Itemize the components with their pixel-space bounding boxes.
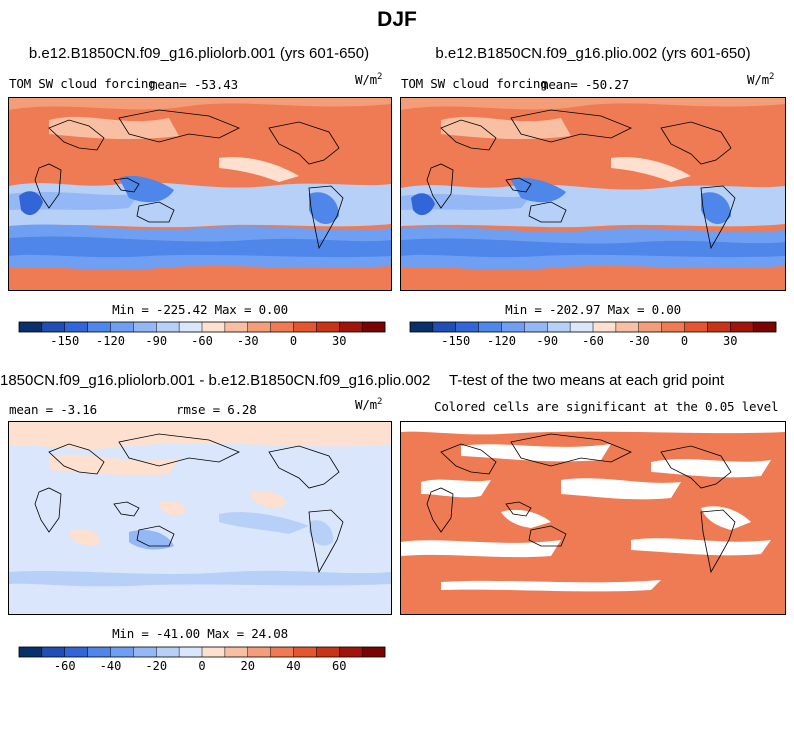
panel-1-minmax: Min = -225.42 Max = 0.00 [112,302,288,317]
panel-1-units: W/m2 [355,72,383,88]
colorbar-swatch [224,322,249,332]
panel-1-variable-label: TOM SW cloud forcing [9,76,156,91]
colorbar-swatch [316,322,340,332]
colorbar-swatch [156,322,180,332]
panel-4-title: T-test of the two means at each grid poi… [449,372,725,389]
colorbar-panel-2: -150 -120 -90 -60 -30 0 30 [409,321,777,348]
colorbar-swatch [684,322,708,332]
colorbar-swatch [293,322,317,332]
page-title: DJF [377,8,417,31]
colorbar-swatch [339,647,363,657]
colorbar-tick-label: 40 [286,659,300,673]
colorbar-swatch [64,647,88,657]
colorbar-swatch [247,322,271,332]
colorbar-tick-label: -150 [50,334,79,348]
colorbar-tick-label: -20 [145,659,167,673]
colorbar-swatch [87,647,111,657]
colorbar-swatch [41,647,66,657]
colorbar-swatch [156,647,180,657]
map-panel-3 [8,421,392,615]
panel-2-variable-label: TOM SW cloud forcing [401,76,548,91]
panel-3-title: 1850CN.f09_g16.pliolorb.001 - b.e12.B185… [0,372,431,389]
colorbar-swatch [133,322,157,332]
colorbar-swatch [524,322,548,332]
panel-3-minmax: Min = -41.00 Max = 24.08 [112,626,288,641]
panel-4-subtitle: Colored cells are significant at the 0.0… [434,399,779,414]
colorbar-tick-label: -30 [237,334,259,348]
panel-3-rmse: rmse = 6.28 [176,402,257,417]
colorbar-swatch [41,322,66,332]
map-panel-4 [400,421,786,615]
colorbar-swatch [270,322,294,332]
colorbar-swatch [362,322,386,332]
colorbar-swatch [179,322,203,332]
difference-map [9,422,391,614]
colorbar-panel-1: -150 -120 -90 -60 -30 0 30 [18,321,386,348]
panel-1-mean: mean= -53.43 [150,77,238,92]
colorbar-tick-label: 30 [723,334,737,348]
colorbar-swatch [730,322,754,332]
colorbar-swatch [179,647,203,657]
panel-3-mean: mean = -3.16 [9,402,97,417]
colorbar-swatch [202,322,226,332]
colorbar-swatch [547,322,571,332]
colorbar-swatch [501,322,525,332]
panel-2-title: b.e12.B1850CN.f09_g16.plio.002 (yrs 601-… [435,45,751,62]
colorbar-tick-label: -60 [582,334,604,348]
swcf-map-pliolorb [9,98,391,290]
panel-2-units: W/m2 [747,72,775,88]
colorbar-tick-label: -90 [536,334,558,348]
ttest-significance-map [401,422,785,614]
colorbar-swatch [202,647,226,657]
map-panel-2 [400,97,786,291]
colorbar-swatch [432,322,457,332]
colorbar-tick-label: -120 [96,334,125,348]
map-panel-1 [8,97,392,291]
colorbar-swatch [661,322,685,332]
colorbar-swatch [753,322,777,332]
colorbar-tick-label: -90 [145,334,167,348]
colorbar-swatch [339,322,363,332]
colorbar-panel-3: -60 -40 -20 0 20 40 60 [18,646,386,673]
colorbar-swatch [133,647,157,657]
colorbar-tick-label: -60 [191,334,213,348]
colorbar-swatch [316,647,340,657]
colorbar-tick-label: 30 [332,334,346,348]
colorbar-swatch [293,647,317,657]
colorbar-swatch [707,322,731,332]
colorbar-swatch [87,322,111,332]
swcf-map-plio [401,98,785,290]
colorbar-swatch [410,322,434,332]
colorbar-swatch [110,647,134,657]
panel-2-minmax: Min = -202.97 Max = 0.00 [505,302,681,317]
colorbar-swatch [362,647,386,657]
colorbar-swatch [615,322,640,332]
colorbar-tick-label: 60 [332,659,346,673]
colorbar-swatch [455,322,479,332]
colorbar-tick-label: -120 [487,334,516,348]
colorbar-swatch [638,322,662,332]
colorbar-tick-label: 0 [290,334,297,348]
colorbar-tick-label: -30 [628,334,650,348]
colorbar-swatch [270,647,294,657]
panel-2-mean: mean= -50.27 [541,77,629,92]
colorbar-swatch [19,647,43,657]
colorbar-tick-label: 0 [198,659,205,673]
colorbar-swatch [570,322,594,332]
colorbar-swatch [593,322,617,332]
colorbar-tick-label: 20 [241,659,255,673]
panel-1-title: b.e12.B1850CN.f09_g16.pliolorb.001 (yrs … [28,45,370,62]
panel-3-units: W/m2 [355,397,383,413]
colorbar-swatch [478,322,502,332]
colorbar-swatch [247,647,271,657]
colorbar-swatch [19,322,43,332]
colorbar-swatch [224,647,249,657]
colorbar-tick-label: 0 [681,334,688,348]
colorbar-swatch [64,322,88,332]
colorbar-tick-label: -40 [100,659,122,673]
colorbar-swatch [110,322,134,332]
colorbar-tick-label: -150 [441,334,470,348]
colorbar-tick-label: -60 [54,659,76,673]
